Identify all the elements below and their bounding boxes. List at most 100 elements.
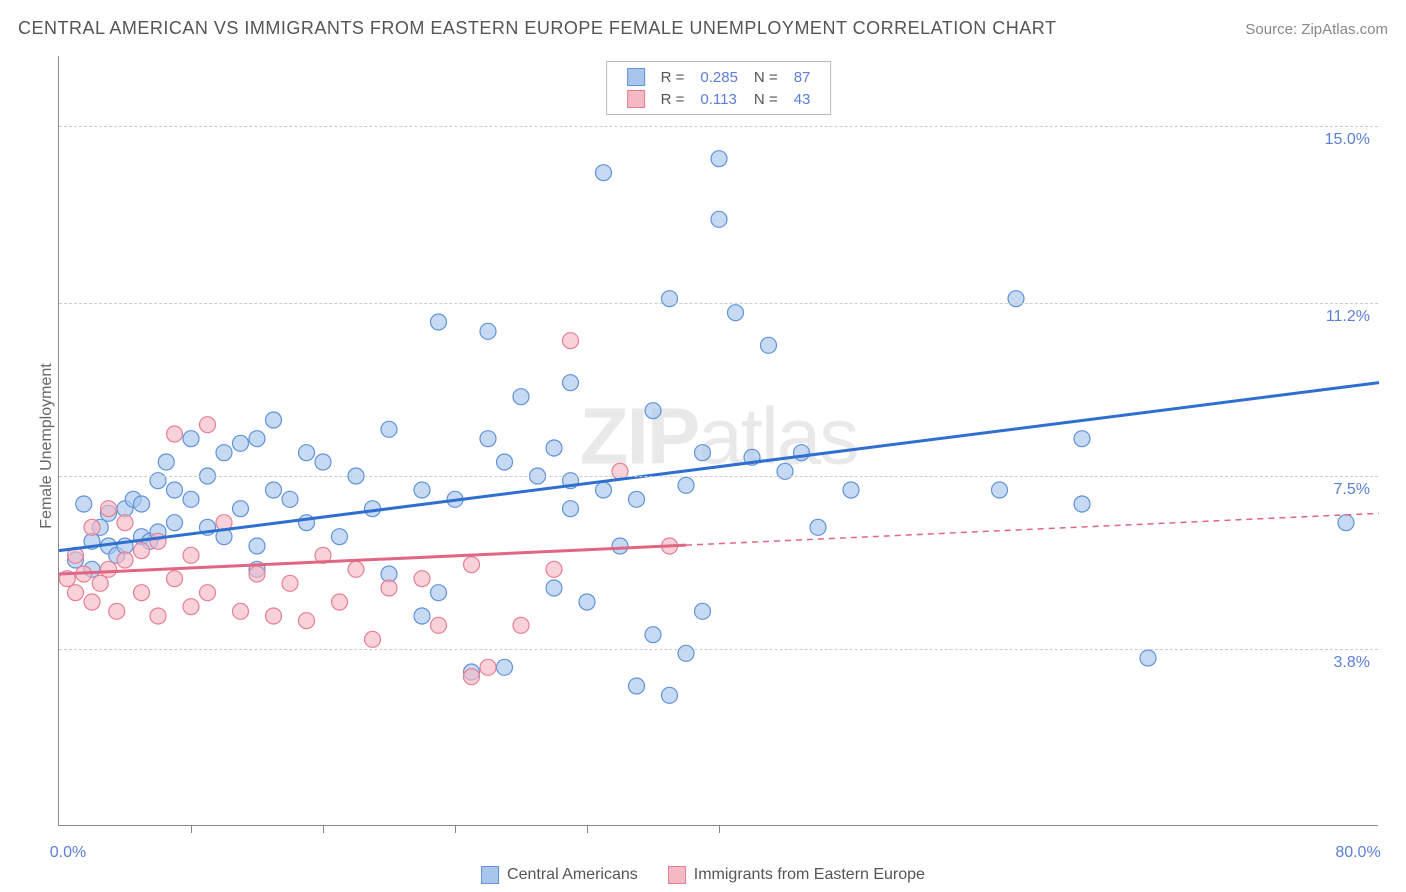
data-point bbox=[249, 431, 265, 447]
data-point bbox=[414, 608, 430, 624]
data-point bbox=[282, 491, 298, 507]
legend-stats-row: R =0.113N =43 bbox=[619, 88, 819, 110]
regression-line bbox=[59, 383, 1379, 551]
data-point bbox=[629, 491, 645, 507]
data-point bbox=[497, 454, 513, 470]
x-tick bbox=[323, 825, 324, 833]
data-point bbox=[315, 454, 331, 470]
y-axis-label: Female Unemployment bbox=[38, 363, 56, 528]
data-point bbox=[431, 314, 447, 330]
legend-label: Immigrants from Eastern Europe bbox=[694, 866, 925, 884]
regression-line bbox=[59, 545, 686, 574]
legend-swatch bbox=[668, 866, 686, 884]
data-point bbox=[216, 445, 232, 461]
data-point bbox=[117, 552, 133, 568]
data-point bbox=[167, 426, 183, 442]
data-point bbox=[249, 566, 265, 582]
data-point bbox=[332, 529, 348, 545]
data-point bbox=[810, 519, 826, 535]
data-point bbox=[563, 375, 579, 391]
data-point bbox=[1140, 650, 1156, 666]
data-point bbox=[612, 538, 628, 554]
data-point bbox=[134, 585, 150, 601]
y-tick-label: 3.8% bbox=[1334, 654, 1370, 672]
data-point bbox=[728, 305, 744, 321]
data-point bbox=[167, 482, 183, 498]
gridline bbox=[59, 649, 1378, 650]
data-point bbox=[183, 547, 199, 563]
data-point bbox=[150, 608, 166, 624]
data-point bbox=[843, 482, 859, 498]
data-point bbox=[233, 603, 249, 619]
chart-container: CENTRAL AMERICAN VS IMMIGRANTS FROM EAST… bbox=[0, 0, 1406, 892]
legend-label: Central Americans bbox=[507, 866, 638, 884]
data-point bbox=[546, 440, 562, 456]
data-point bbox=[563, 333, 579, 349]
data-point bbox=[513, 617, 529, 633]
data-point bbox=[134, 496, 150, 512]
data-point bbox=[109, 603, 125, 619]
x-tick bbox=[587, 825, 588, 833]
x-axis-min-label: 0.0% bbox=[50, 844, 86, 862]
data-point bbox=[695, 603, 711, 619]
data-point bbox=[645, 627, 661, 643]
gridline bbox=[59, 126, 1378, 127]
y-tick-label: 15.0% bbox=[1325, 131, 1370, 149]
data-point bbox=[414, 482, 430, 498]
data-point bbox=[167, 515, 183, 531]
data-point bbox=[596, 482, 612, 498]
x-tick bbox=[719, 825, 720, 833]
data-point bbox=[662, 687, 678, 703]
source-name: ZipAtlas.com bbox=[1301, 21, 1388, 38]
data-point bbox=[299, 445, 315, 461]
data-point bbox=[480, 323, 496, 339]
data-point bbox=[167, 571, 183, 587]
data-point bbox=[266, 412, 282, 428]
x-axis-max-label: 80.0% bbox=[1335, 844, 1380, 862]
data-point bbox=[282, 575, 298, 591]
data-point bbox=[84, 594, 100, 610]
legend-stats-row: R =0.285N =87 bbox=[619, 66, 819, 88]
data-point bbox=[480, 431, 496, 447]
gridline bbox=[59, 303, 1378, 304]
legend-series: Central Americans Immigrants from Eastern… bbox=[481, 866, 925, 884]
data-point bbox=[414, 571, 430, 587]
regression-line-dashed bbox=[686, 513, 1379, 545]
data-point bbox=[299, 613, 315, 629]
data-point bbox=[629, 678, 645, 694]
data-point bbox=[249, 538, 265, 554]
data-point bbox=[233, 435, 249, 451]
data-point bbox=[464, 669, 480, 685]
data-point bbox=[1074, 496, 1090, 512]
data-point bbox=[233, 501, 249, 517]
data-point bbox=[579, 594, 595, 610]
x-tick bbox=[191, 825, 192, 833]
legend-item: Central Americans bbox=[481, 866, 638, 884]
data-point bbox=[200, 417, 216, 433]
legend-item: Immigrants from Eastern Europe bbox=[668, 866, 925, 884]
data-point bbox=[711, 211, 727, 227]
data-point bbox=[101, 561, 117, 577]
x-tick bbox=[455, 825, 456, 833]
title-row: CENTRAL AMERICAN VS IMMIGRANTS FROM EAST… bbox=[18, 18, 1388, 39]
data-point bbox=[695, 445, 711, 461]
data-point bbox=[183, 599, 199, 615]
data-point bbox=[183, 431, 199, 447]
data-point bbox=[761, 337, 777, 353]
data-point bbox=[348, 561, 364, 577]
scatter-plot bbox=[59, 56, 1378, 825]
data-point bbox=[546, 580, 562, 596]
data-point bbox=[266, 482, 282, 498]
legend-swatch bbox=[481, 866, 499, 884]
data-point bbox=[84, 519, 100, 535]
legend-stats: R =0.285N =87R =0.113N =43 bbox=[606, 61, 832, 115]
data-point bbox=[150, 533, 166, 549]
data-point bbox=[183, 491, 199, 507]
y-tick-label: 7.5% bbox=[1334, 481, 1370, 499]
data-point bbox=[200, 585, 216, 601]
data-point bbox=[546, 561, 562, 577]
chart-title: CENTRAL AMERICAN VS IMMIGRANTS FROM EAST… bbox=[18, 18, 1056, 39]
data-point bbox=[76, 496, 92, 512]
data-point bbox=[117, 515, 133, 531]
data-point bbox=[497, 659, 513, 675]
